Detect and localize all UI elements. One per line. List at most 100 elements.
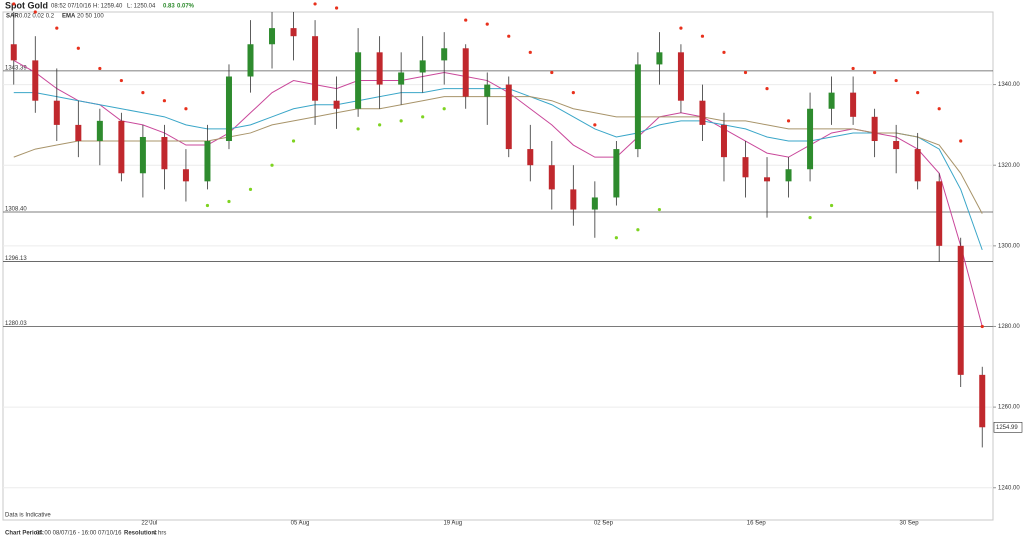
indicator-sar-params: 0.02 0.02 0.2 [19,14,55,20]
sar-dot [291,139,296,143]
data-note: Data is Indicative [5,513,51,519]
ema-line [13,96,983,214]
y-tick-label: 1260.00 [998,405,1020,411]
header-change: 0.83 [163,4,175,10]
sar-dot [722,50,726,54]
candle-body [677,52,684,101]
indicator-ema: EMA [62,14,76,20]
sar-dot [141,91,145,95]
candle-body [139,136,146,174]
x-tick-label: 05 Aug [291,521,310,527]
sar-dot [829,203,834,208]
x-tick-label: 30 Sep [900,521,920,527]
indicator-sar: SAR [6,14,19,20]
candle-body [312,36,319,101]
sar-dot [636,228,640,232]
sar-dot [657,207,662,212]
candle-body [893,141,900,150]
sar-dot [313,2,317,6]
header-time: 08:52 07/10/16 [51,4,92,10]
period: 04:00 08/07/16 - 16:00 07/10/16 [36,531,122,537]
level-label: 1296.13 [5,256,27,262]
ema-line [13,88,983,251]
candle-body [979,374,986,428]
candle-body [850,92,857,117]
candle-body [699,100,706,125]
sar-dot [743,70,748,75]
sar-dot [550,70,554,75]
sar-dot [528,50,532,54]
candle-body [527,149,534,166]
candle-body [742,157,749,178]
resolution: 4 hrs [153,531,166,537]
sar-dot [808,216,812,220]
sar-dot [119,78,123,83]
indicator-ema-params: 20 50 100 [77,14,104,20]
candle-body [161,136,168,170]
candle-body [96,120,103,142]
candle-body [785,169,792,182]
sar-dot [959,139,963,143]
plot-frame [2,11,994,521]
candle-body [204,141,211,182]
candle-body [634,64,641,150]
sar-dot [421,115,425,119]
sar-dot [270,163,274,167]
sar-dot [916,91,920,95]
sar-dot [614,236,618,240]
candle-body [182,169,189,182]
candle-body [613,149,620,198]
candle-body [914,149,921,182]
sar-dot [873,70,877,75]
level-label: 1343.39 [5,65,27,71]
sar-dot [937,107,941,111]
sar-dot [464,18,468,22]
sar-dot [33,10,37,14]
sar-dot [700,34,705,38]
sar-dot [248,187,253,191]
sar-dot [851,66,855,71]
sar-dot [399,119,403,123]
resolution-label: Resolution: [124,531,157,537]
sar-dot [356,127,360,131]
last-price-box [993,422,1023,433]
candle-body [656,52,663,65]
candle-body [118,120,125,174]
candle-body [484,84,491,97]
sar-dot [227,199,231,204]
header-change-pct: 0.07% [177,4,195,10]
candle-body [720,124,727,158]
candle-body [441,48,448,61]
sar-dot [485,22,489,26]
header-high: H: 1259.40 [93,4,123,10]
candle-body [505,84,512,150]
candle-body [462,48,469,97]
sar-dot [162,99,167,103]
sar-dot [507,34,511,38]
candle-body [32,60,39,101]
chart-title: Spot Gold [5,0,48,10]
candle-body [871,116,878,142]
candle-body [764,177,771,182]
sar-dot [786,119,791,123]
candle-body [828,92,835,109]
sar-dot [571,91,575,95]
candle-body [75,124,82,142]
candle-body [807,108,814,170]
period-label: Chart Period: [5,531,43,537]
sar-dot [334,6,339,10]
sar-dot [593,123,597,127]
y-tick-label: 1240.00 [998,485,1020,491]
y-tick-label: 1280.00 [998,324,1020,330]
candle-body [53,100,60,125]
candle-body [419,60,426,73]
x-tick-label: 16 Sep [747,521,767,527]
candle-body [269,28,276,45]
header-low: L: 1250.04 [127,4,156,10]
x-tick-label: 19 Aug [443,521,462,527]
candle-body [376,52,383,85]
sar-dot [442,107,446,111]
sar-dot [184,107,188,111]
